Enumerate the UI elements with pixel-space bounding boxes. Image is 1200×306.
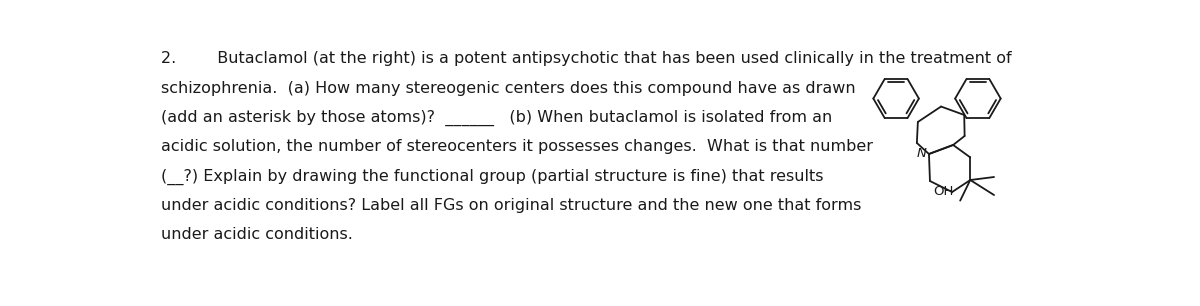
Text: acidic solution, the number of stereocenters it possesses changes.  What is that: acidic solution, the number of stereocen… — [161, 139, 872, 154]
Text: under acidic conditions.: under acidic conditions. — [161, 227, 353, 242]
Text: (__?) Explain by drawing the functional group (partial structure is fine) that r: (__?) Explain by drawing the functional … — [161, 168, 823, 185]
Text: 2.        Butaclamol (at the right) is a potent antipsychotic that has been used: 2. Butaclamol (at the right) is a potent… — [161, 51, 1012, 66]
Text: under acidic conditions? Label all FGs on original structure and the new one tha: under acidic conditions? Label all FGs o… — [161, 198, 862, 213]
Text: (add an asterisk by those atoms)?  ______   (b) When butaclamol is isolated from: (add an asterisk by those atoms)? ______… — [161, 110, 832, 126]
Text: N: N — [917, 147, 926, 160]
Text: schizophrenia.  (a) How many stereogenic centers does this compound have as draw: schizophrenia. (a) How many stereogenic … — [161, 80, 856, 95]
Text: OH: OH — [934, 185, 954, 198]
